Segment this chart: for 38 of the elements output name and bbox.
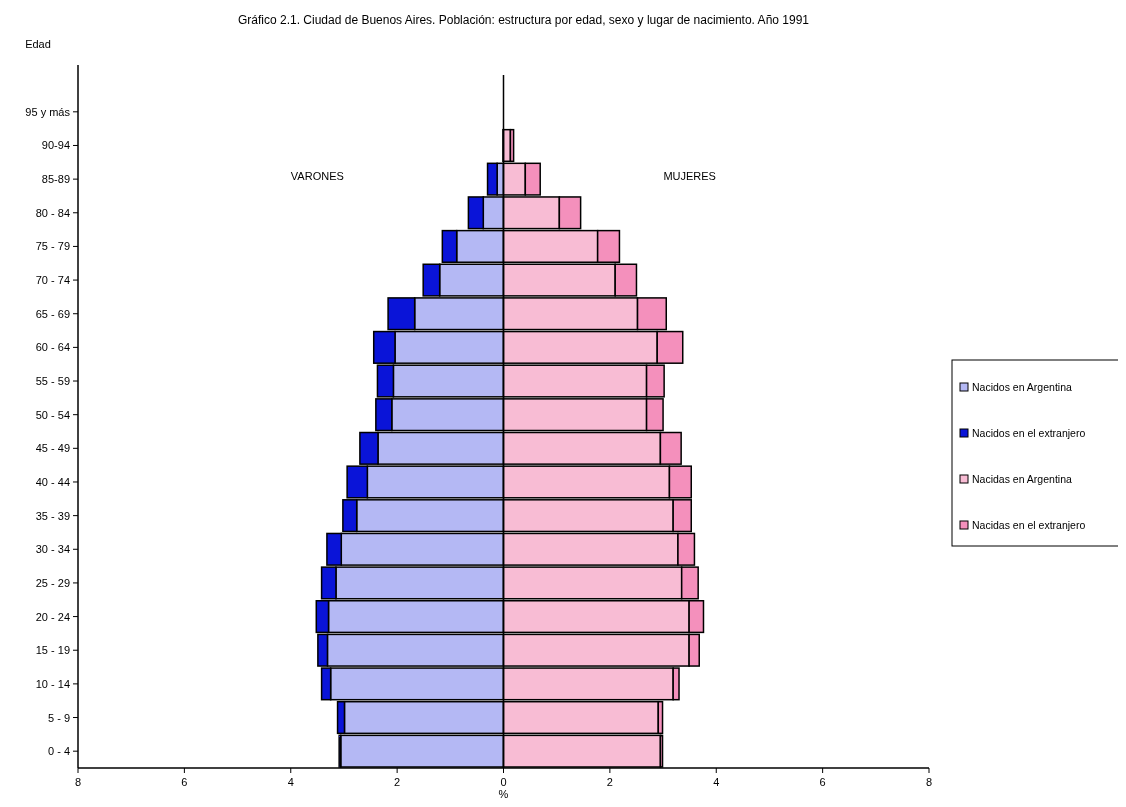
- y-tick-label: 35 - 39: [35, 509, 70, 522]
- y-tick-label: 55 - 59: [35, 375, 70, 388]
- x-tick-label: 2: [606, 776, 613, 788]
- y-tick-label: 0 - 4: [47, 745, 70, 758]
- x-tick-label: 4: [287, 776, 294, 788]
- legend-label: Nacidas en Argentina: [972, 473, 1072, 485]
- x-tick-label: 6: [819, 776, 826, 788]
- x-tick-label: 6: [181, 776, 188, 788]
- y-tick-label: 25 - 29: [35, 576, 70, 589]
- x-tick-label: 2: [394, 776, 401, 788]
- y-tick-label: 10 - 14: [35, 677, 70, 690]
- y-tick-label: 40 - 44: [35, 475, 70, 488]
- y-tick-label: 65 - 69: [35, 307, 70, 320]
- x-tick-label: 8: [925, 776, 933, 788]
- y-tick-label: 75 - 79: [35, 240, 70, 253]
- y-tick-label: 15 - 19: [35, 644, 70, 657]
- y-tick-label: 45 - 49: [35, 442, 70, 455]
- y-axis-title: Edad: [25, 38, 51, 50]
- y-tick-label: 80 - 84: [35, 206, 70, 219]
- y-tick-label: 85-89: [41, 173, 70, 186]
- y-tick-label: 30 - 34: [35, 543, 70, 556]
- annotation: VARONES: [290, 170, 344, 182]
- y-tick-label: 95 y más: [25, 105, 71, 118]
- chart-title: Gráfico 2.1. Ciudad de Buenos Aires. Población: estructura por edad, sexo y lugar de nacimiento. Año 1991: [237, 13, 810, 27]
- legend-label: Nacidas en el extranjero: [972, 519, 1086, 531]
- x-tick-label: 8: [74, 776, 82, 788]
- y-tick-label: 70 - 74: [35, 274, 70, 287]
- x-tick-label: 4: [713, 776, 720, 788]
- y-tick-label: 50 - 54: [35, 408, 70, 421]
- legend-label: Nacidos en el extranjero: [972, 427, 1086, 439]
- legend-label: Nacidos en Argentina: [972, 381, 1072, 393]
- y-tick-label: 20 - 24: [35, 610, 70, 623]
- y-tick-label: 5 - 9: [47, 711, 70, 724]
- x-axis-title: %: [498, 788, 509, 800]
- y-tick-label: 60 - 64: [35, 341, 70, 354]
- annotation: MUJERES: [663, 170, 716, 182]
- y-tick-label: 90-94: [41, 139, 70, 152]
- x-tick-label: 0: [500, 776, 507, 788]
